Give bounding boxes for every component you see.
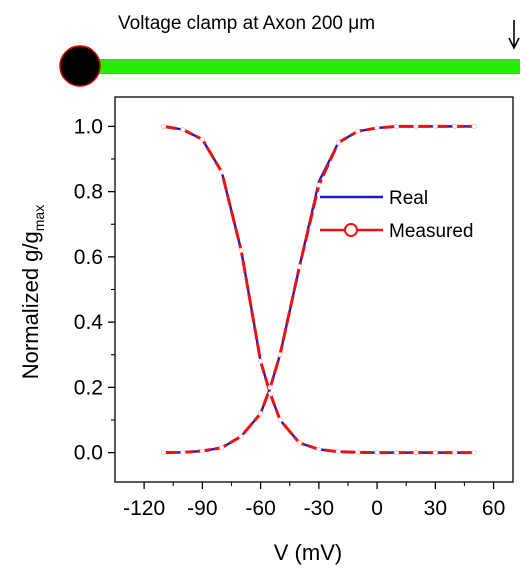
series-measured-point-0-1 bbox=[180, 127, 186, 133]
axis-ticks bbox=[108, 125, 495, 489]
series-measured-point-0-11 bbox=[355, 449, 361, 455]
series-measured-point-1-9 bbox=[316, 182, 322, 188]
series-measured-point-1-14 bbox=[413, 123, 419, 129]
y-tick-label-2: 0.4 bbox=[74, 311, 104, 334]
series-measured-point-1-0 bbox=[160, 450, 167, 456]
series-real-line-1 bbox=[163, 125, 475, 454]
figure-title: Voltage clamp at Axon 200 μm bbox=[118, 13, 375, 34]
series-measured-point-0-8 bbox=[296, 440, 303, 446]
series-measured-point-1-8 bbox=[296, 264, 303, 270]
soma bbox=[59, 45, 101, 87]
series-measured-point-1-6 bbox=[267, 384, 273, 390]
x-tick-label-6: 60 bbox=[482, 497, 505, 520]
series-measured-point-1-4 bbox=[238, 433, 244, 439]
series-measured-point-1-3 bbox=[219, 445, 225, 451]
series-measured-point-0-4 bbox=[238, 247, 244, 253]
series-measured-point-0-15 bbox=[432, 450, 438, 456]
series-measured-point-0-6 bbox=[267, 391, 273, 397]
y-tick-label-3: 0.6 bbox=[74, 246, 103, 269]
legend-marker-measured bbox=[344, 223, 358, 237]
series-measured-point-0-17 bbox=[471, 450, 477, 456]
series-measured-point-0-16 bbox=[452, 450, 458, 456]
x-tick-label-5: 30 bbox=[424, 497, 447, 520]
legend-label-real: Real bbox=[389, 188, 428, 209]
x-axis-label: V (mV) bbox=[274, 540, 342, 565]
axon-cable bbox=[80, 59, 520, 74]
series-measured-point-0-2 bbox=[199, 136, 205, 143]
series-measured-point-1-11 bbox=[355, 128, 361, 134]
y-axis-label: Normalized g/gmax bbox=[18, 205, 47, 379]
y-axis-label-main: Normalized g/g bbox=[18, 231, 43, 379]
y-tick-label-1: 0.2 bbox=[74, 376, 103, 399]
plot-curves bbox=[160, 123, 477, 456]
series-measured-point-1-13 bbox=[393, 123, 400, 129]
x-tick-labels: -120 -90 -60 -30 0 30 60 bbox=[123, 497, 505, 520]
series-measured-point-1-17 bbox=[471, 123, 477, 129]
series-measured-point-0-3 bbox=[219, 169, 225, 175]
y-tick-labels: 0.0 0.2 0.4 0.6 0.8 1.0 bbox=[74, 115, 104, 464]
series-measured-point-1-2 bbox=[199, 448, 205, 454]
legend: Real Measured bbox=[320, 188, 474, 242]
x-tick-label-3: -30 bbox=[304, 497, 334, 520]
series-measured-point-0-5 bbox=[258, 358, 264, 364]
y-axis-label-subscript: max bbox=[31, 205, 47, 231]
series-measured-line-1 bbox=[163, 124, 475, 455]
series-measured-point-0-0 bbox=[160, 123, 167, 129]
series-measured-line-0 bbox=[163, 124, 475, 455]
series-measured-point-0-9 bbox=[316, 446, 322, 452]
x-tick-label-4: 0 bbox=[371, 497, 383, 520]
series-measured-point-1-10 bbox=[335, 140, 341, 146]
x-tick-label-1: -90 bbox=[187, 497, 217, 520]
recording-arrow-icon bbox=[508, 20, 520, 50]
series-measured-point-1-7 bbox=[277, 352, 283, 358]
x-tick-label-0: -120 bbox=[123, 497, 165, 520]
series-measured-point-1-16 bbox=[452, 123, 458, 129]
x-tick-label-2: -60 bbox=[245, 497, 275, 520]
series-measured-point-0-13 bbox=[393, 450, 400, 456]
series-measured-point-1-15 bbox=[432, 123, 438, 129]
y-tick-label-4: 0.8 bbox=[74, 181, 103, 204]
y-tick-label-5: 1.0 bbox=[74, 115, 103, 138]
series-measured-point-0-12 bbox=[374, 450, 380, 456]
legend-label-measured: Measured bbox=[389, 221, 474, 242]
series-measured-point-0-7 bbox=[277, 417, 283, 423]
series-measured-point-0-10 bbox=[335, 449, 341, 455]
series-measured-point-0-14 bbox=[413, 450, 419, 456]
series-measured-point-1-12 bbox=[374, 125, 380, 131]
series-measured-point-1-5 bbox=[258, 410, 264, 417]
series-measured-point-1-1 bbox=[180, 449, 186, 455]
y-tick-label-0: 0.0 bbox=[74, 442, 103, 465]
series-real-line-0 bbox=[163, 125, 475, 454]
plot-frame bbox=[114, 96, 514, 483]
